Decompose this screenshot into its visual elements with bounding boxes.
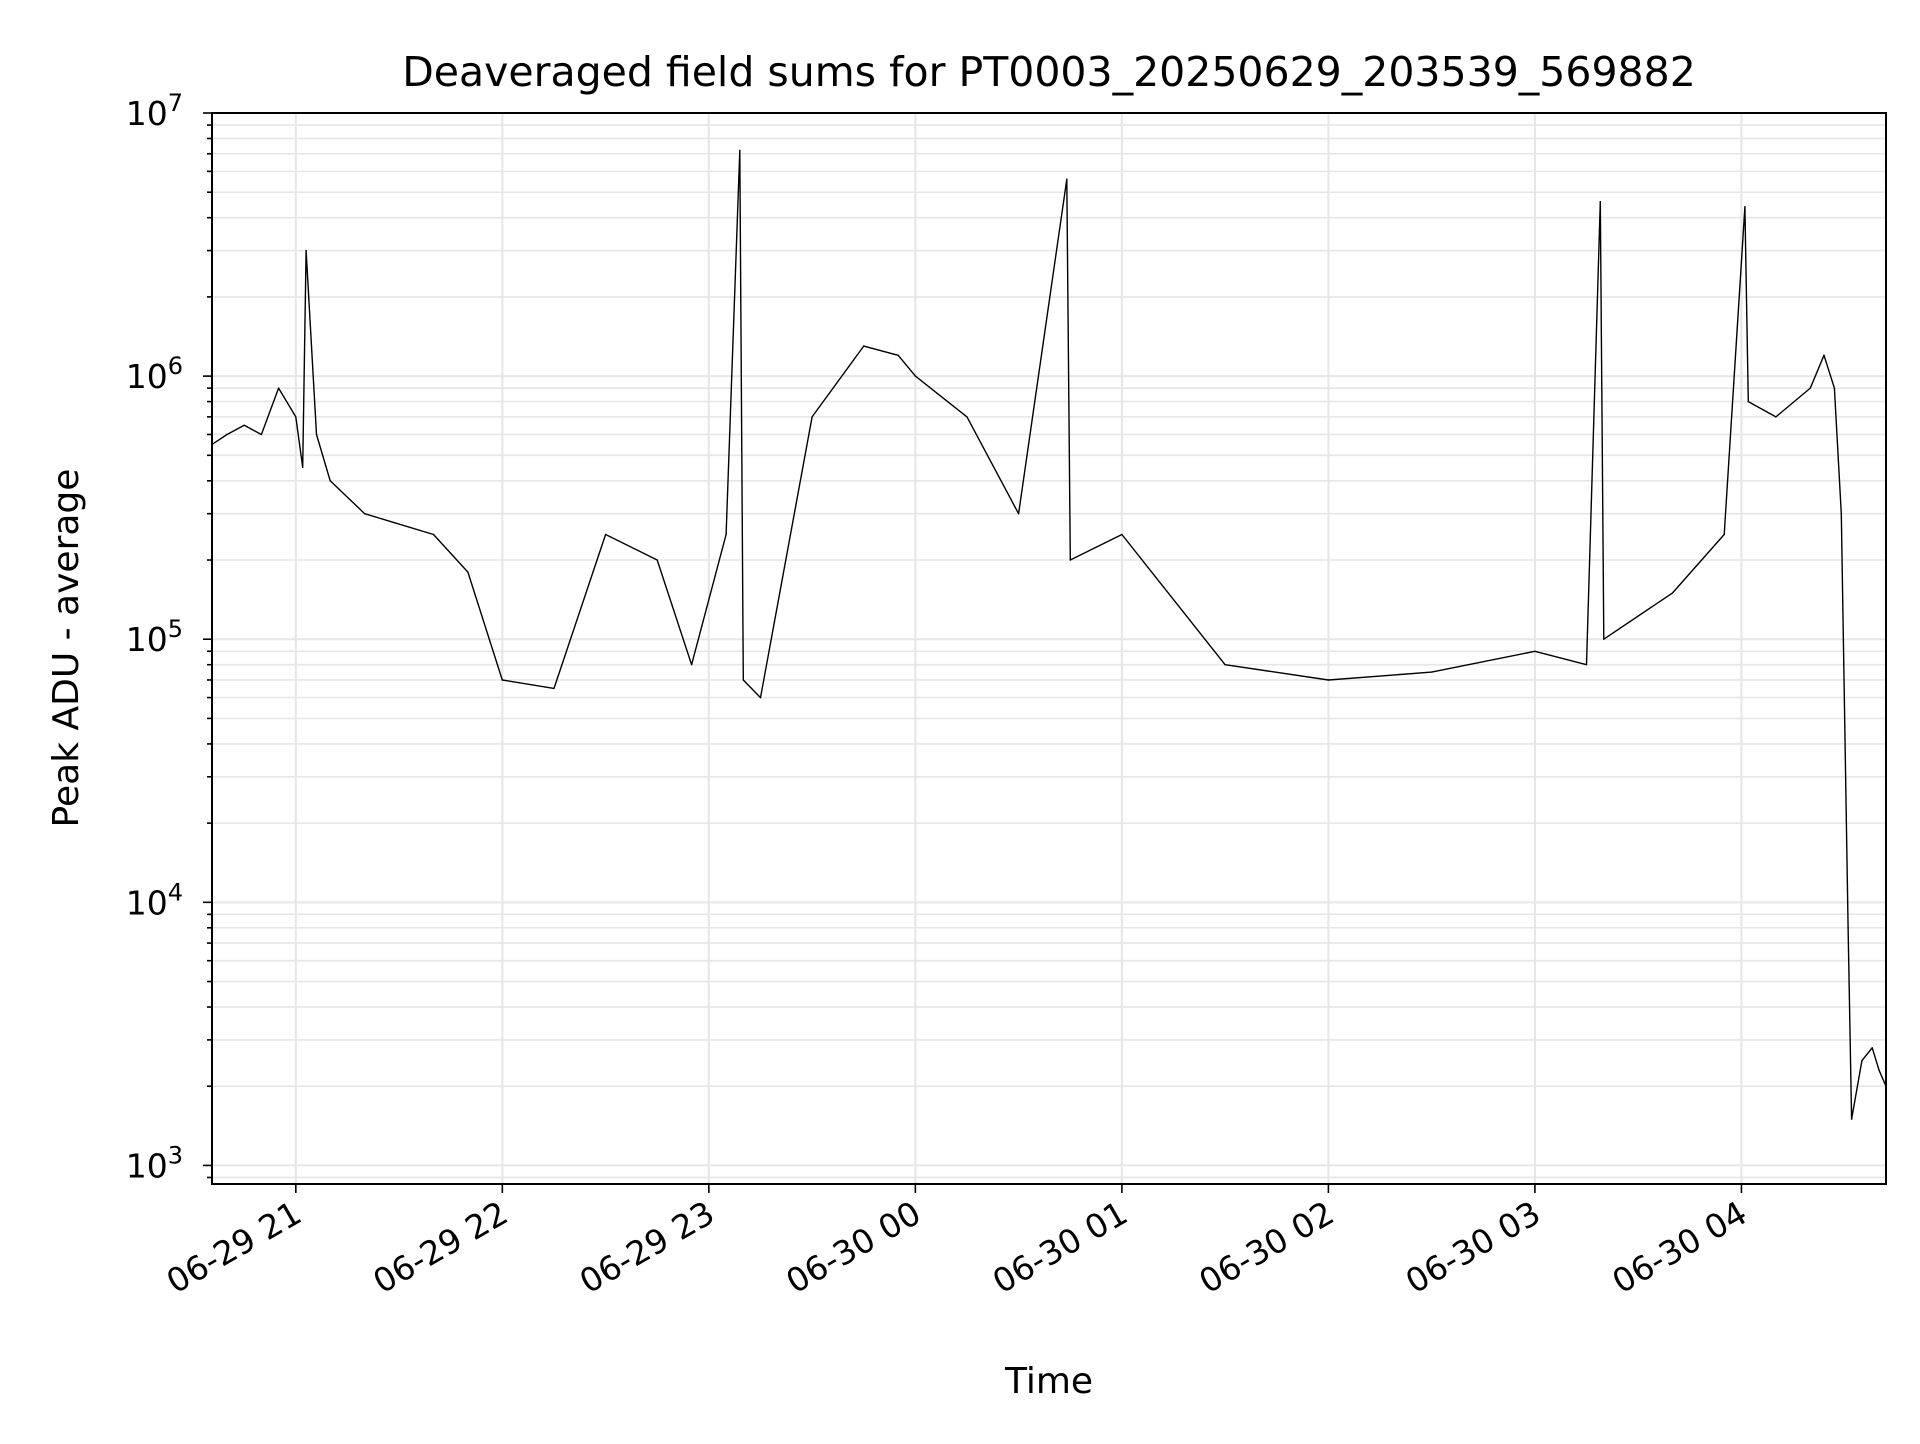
- data-point: [1840, 513, 1843, 515]
- data-point: [295, 416, 297, 418]
- data-point: [277, 387, 280, 389]
- data-point: [966, 416, 968, 418]
- data-point: [1861, 1060, 1863, 1062]
- data-point: [1744, 206, 1746, 208]
- y-tick-label-base: 10: [126, 94, 168, 133]
- data-point: [811, 416, 813, 418]
- data-point: [1017, 513, 1020, 515]
- y-tick-label-base: 10: [126, 1146, 168, 1185]
- y-tick-label: 107: [126, 89, 183, 133]
- data-point: [1603, 638, 1605, 640]
- data-point: [260, 433, 263, 436]
- y-tick-label-exponent: 6: [168, 352, 183, 380]
- y-tick-label-exponent: 5: [168, 615, 183, 643]
- data-point: [1599, 201, 1602, 203]
- data-point: [1847, 927, 1849, 929]
- y-tick-label: 106: [126, 352, 183, 396]
- data-point: [243, 424, 245, 426]
- data-point: [1833, 387, 1836, 389]
- data-point: [863, 345, 865, 347]
- data-point: [305, 249, 307, 252]
- data-point: [739, 149, 741, 152]
- data-point: [432, 533, 435, 536]
- y-tick-label-exponent: 3: [168, 1141, 183, 1169]
- data-point: [329, 480, 331, 482]
- data-point: [1809, 387, 1812, 389]
- data-point: [302, 466, 304, 468]
- y-tick-label-base: 10: [126, 883, 168, 922]
- data-point: [1878, 1069, 1880, 1072]
- y-tick-label-exponent: 4: [168, 878, 183, 906]
- data-point: [1066, 178, 1068, 180]
- data-point: [690, 664, 693, 666]
- data-point: [226, 433, 228, 436]
- data-point: [604, 533, 607, 536]
- data-point: [1121, 533, 1123, 536]
- y-tick-label: 105: [126, 615, 183, 659]
- data-point: [1224, 664, 1226, 666]
- data-point: [656, 559, 658, 561]
- grid: [212, 112, 1886, 1184]
- data-point: [897, 354, 899, 356]
- data-point: [1747, 400, 1750, 403]
- data-point: [1585, 664, 1588, 666]
- data-point: [742, 679, 744, 681]
- y-tick-label-base: 10: [126, 620, 168, 659]
- y-tick-label-base: 10: [126, 357, 168, 396]
- y-tick-label: 104: [126, 878, 183, 922]
- data-point: [1069, 559, 1072, 561]
- data-point: [725, 533, 727, 536]
- plot-frame: [211, 112, 1887, 1185]
- x-axis-label: Time: [1004, 1361, 1093, 1402]
- y-axis-label: Peak ADU - average: [46, 469, 87, 828]
- data-point: [1723, 533, 1725, 536]
- data-point: [553, 687, 555, 690]
- data-point: [1871, 1047, 1873, 1049]
- data-point: [467, 571, 469, 573]
- data-point: [1431, 671, 1433, 673]
- data-point: [1823, 354, 1825, 356]
- data-point: [315, 433, 318, 436]
- chart-title: Deaveraged field sums for PT0003_2025062…: [402, 48, 1696, 96]
- data-point: [364, 513, 366, 515]
- data-point: [1775, 416, 1777, 418]
- y-tick-label-exponent: 7: [168, 89, 183, 117]
- data-point: [1534, 650, 1536, 652]
- data-point: [501, 679, 503, 681]
- data-point: [914, 375, 917, 377]
- data-point: [1850, 1118, 1853, 1120]
- y-tick-label: 103: [126, 1141, 183, 1185]
- data-point: [1327, 679, 1330, 681]
- data-point: [1671, 592, 1674, 594]
- data-point: [759, 696, 762, 699]
